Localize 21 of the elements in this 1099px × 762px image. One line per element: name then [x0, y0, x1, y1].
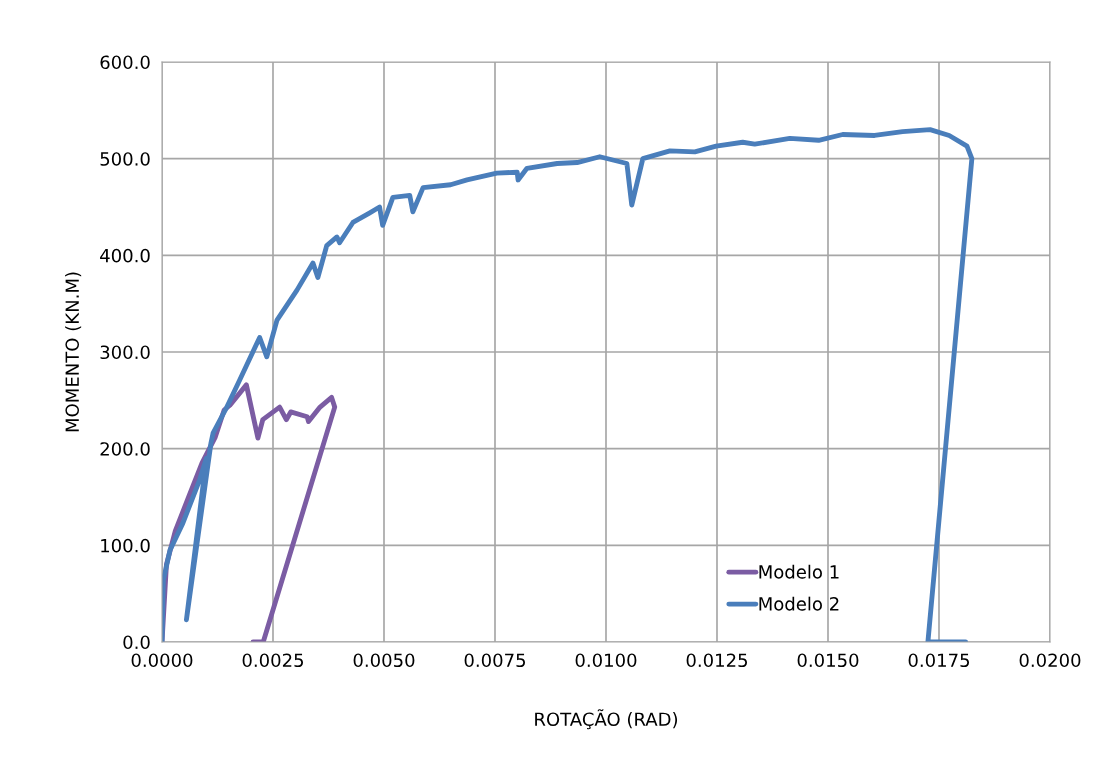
y-tick-label: 600.0: [100, 55, 150, 70]
y-tick-label: 400.0: [100, 248, 150, 263]
x-tick-label: 0.0125: [686, 653, 748, 668]
y-tick-label: 300.0: [100, 345, 150, 360]
x-tick-label: 0.0200: [1019, 653, 1081, 668]
x-tick-label: 0.0050: [353, 653, 415, 668]
x-tick-label: 0.0000: [131, 653, 193, 668]
y-tick-label: 200.0: [100, 442, 150, 456]
legend-label: Modelo 1: [759, 564, 839, 579]
x-tick-label: 0.0100: [575, 653, 637, 668]
y-axis-title: MOMENTO (KN.M): [65, 272, 82, 432]
x-tick-label: 0.0150: [797, 653, 859, 668]
x-tick-label: 0.0075: [464, 653, 526, 668]
x-tick-label: 0.0175: [908, 653, 970, 668]
y-tick-label: 500.0: [100, 152, 150, 166]
x-axis-title: ROTAÇÃO (RAD): [535, 709, 678, 730]
legend-label: Modelo 2: [759, 596, 839, 611]
x-tick-label: 0.0025: [242, 653, 304, 668]
line-series: [162, 127, 975, 642]
y-tick-label: 100.0: [101, 538, 150, 553]
y-tick-label: 0.0: [123, 635, 150, 650]
